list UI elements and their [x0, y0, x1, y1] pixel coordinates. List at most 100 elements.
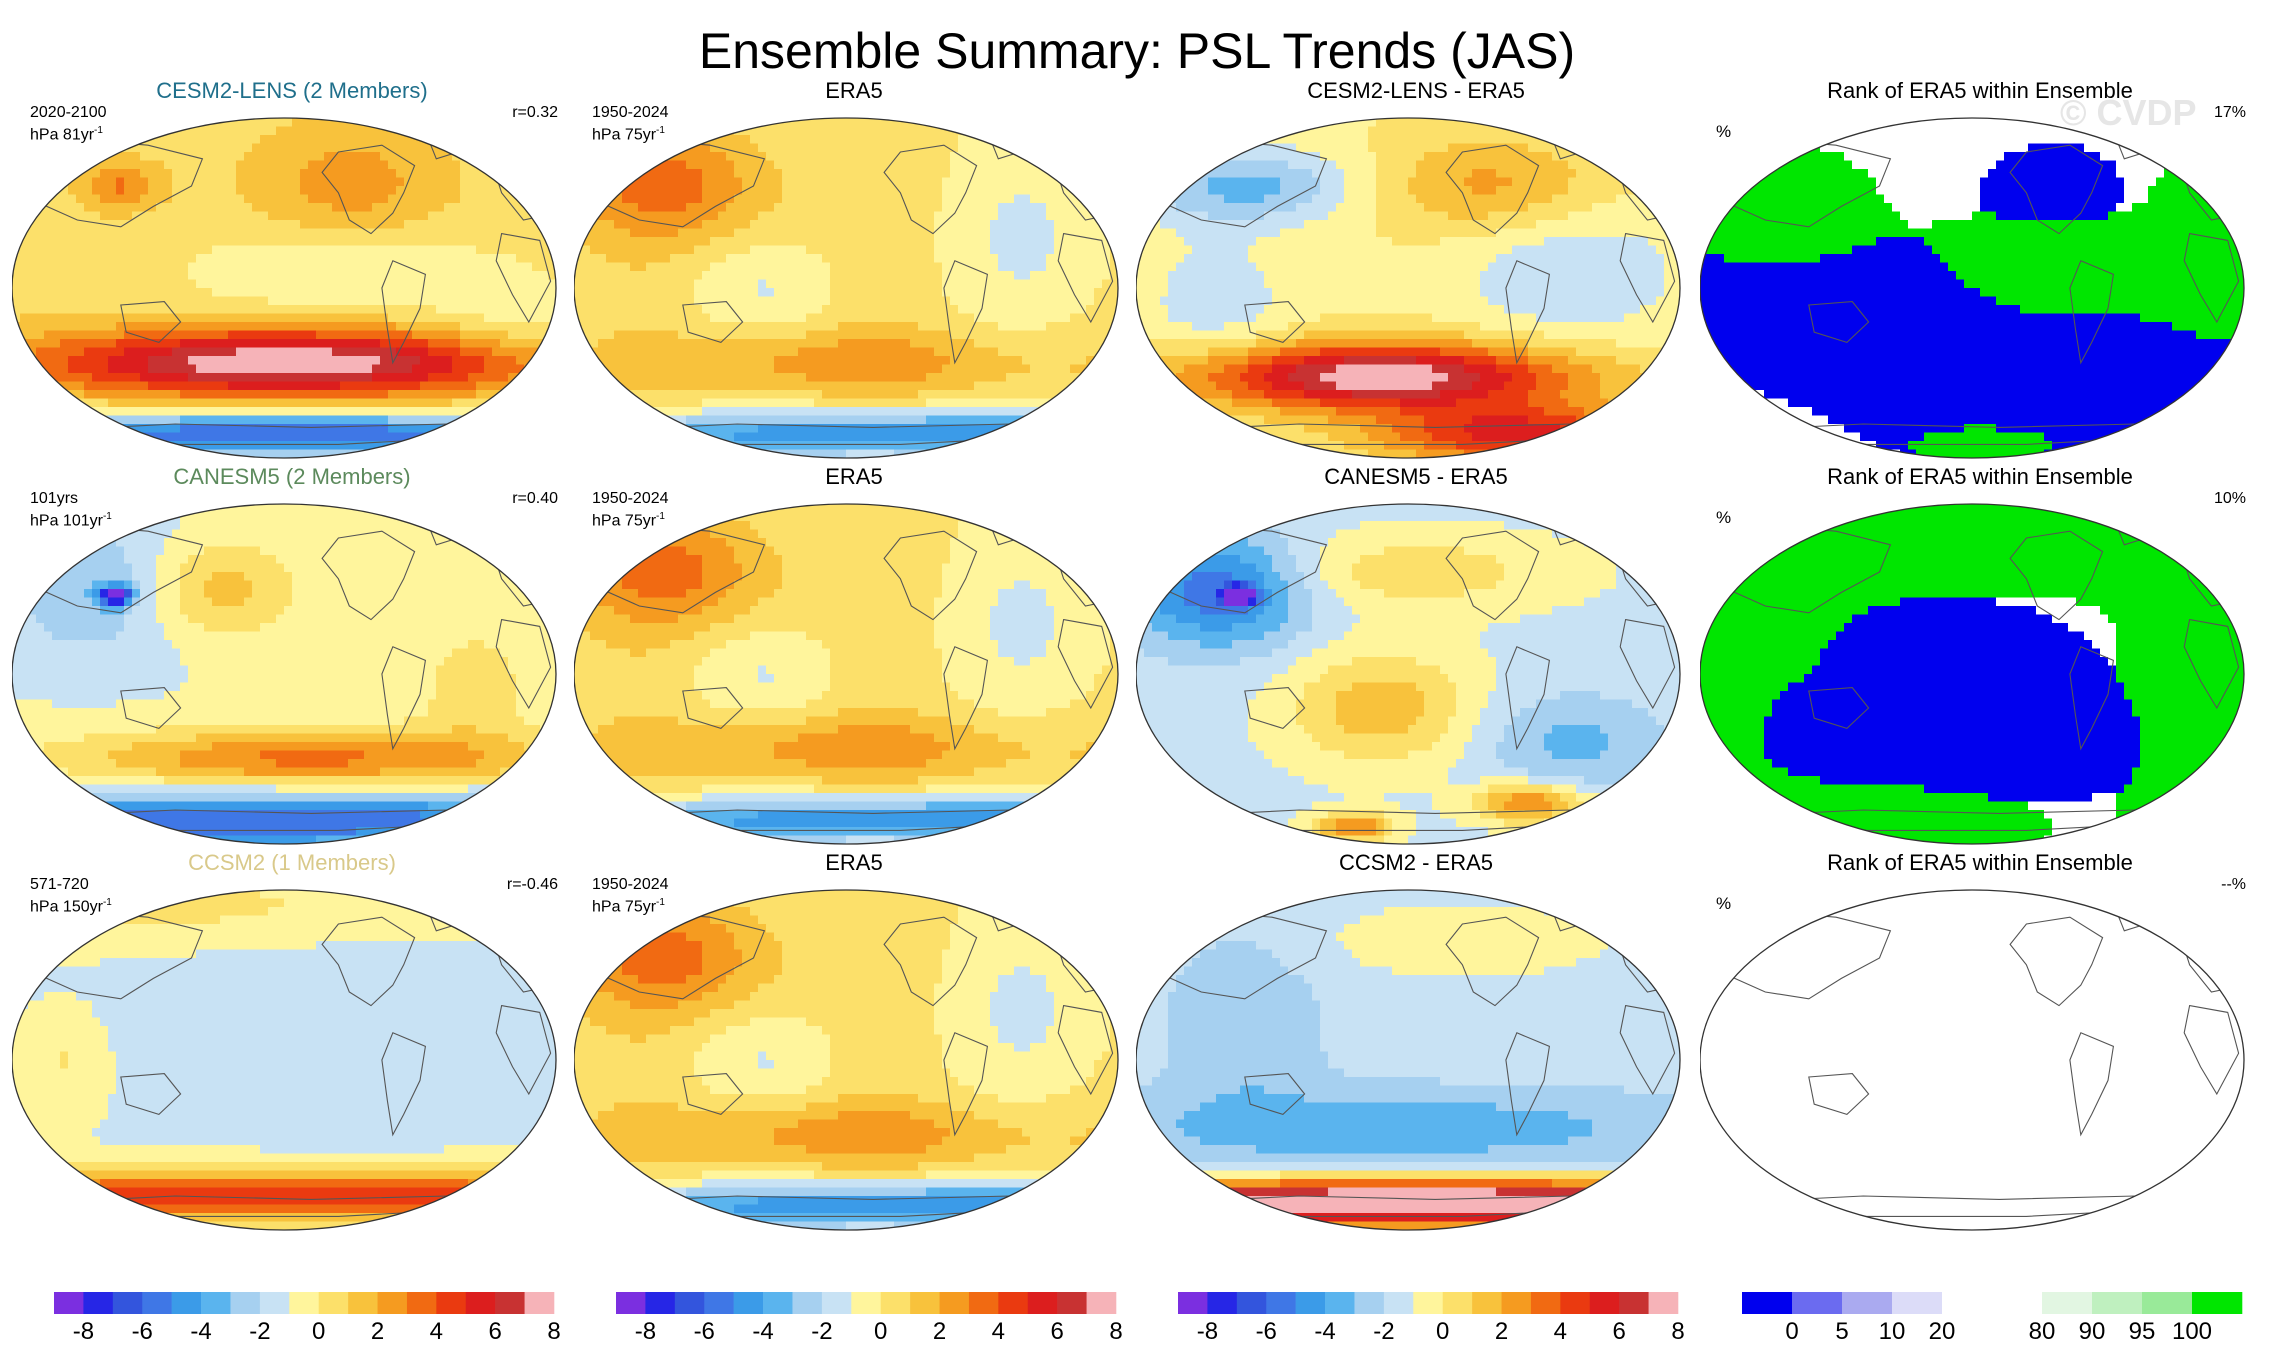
grid-cell — [838, 339, 847, 349]
grid-cell — [444, 364, 453, 374]
grid-cell — [662, 339, 671, 349]
grid-cell — [990, 390, 999, 400]
grid-cell — [52, 152, 61, 162]
grid-cell — [68, 356, 77, 366]
grid-cell — [260, 177, 269, 187]
grid-cell — [212, 432, 221, 442]
grid-cell — [670, 313, 679, 323]
grid-cell — [774, 322, 783, 332]
grid-cell — [412, 271, 421, 281]
grid-cell — [854, 347, 863, 357]
grid-cell — [1006, 237, 1015, 247]
grid-cell — [348, 364, 357, 374]
grid-cell — [108, 203, 117, 213]
grid-cell — [84, 330, 93, 340]
grid-cell — [524, 441, 533, 451]
grid-cell — [332, 381, 341, 391]
grid-cell — [1062, 356, 1071, 366]
grid-cell — [180, 211, 189, 221]
grid-cell — [380, 169, 389, 179]
grid-cell — [324, 177, 333, 187]
grid-cell — [236, 381, 245, 391]
grid-cell — [84, 373, 93, 383]
grid-cell — [1006, 271, 1015, 281]
grid-cell — [1022, 271, 1031, 281]
grid-cell — [532, 194, 541, 204]
grid-cell — [372, 143, 381, 153]
grid-cell — [484, 271, 493, 281]
grid-cell — [84, 390, 93, 400]
grid-cell — [524, 271, 533, 281]
grid-cell — [516, 169, 525, 179]
grid-cell — [52, 296, 61, 306]
grid-cell — [20, 398, 29, 408]
grid-cell — [1086, 373, 1095, 383]
grid-cell — [388, 330, 397, 340]
grid-cell — [582, 296, 591, 306]
grid-cell — [806, 211, 815, 221]
grid-cell — [244, 211, 253, 221]
grid-cell — [614, 262, 623, 272]
grid-cell — [734, 373, 743, 383]
grid-cell — [348, 245, 357, 255]
grid-cell — [76, 177, 85, 187]
grid-cell — [750, 237, 759, 247]
grid-cell — [726, 143, 735, 153]
grid-cell — [108, 228, 117, 238]
grid-cell — [68, 449, 77, 458]
grid-cell — [1006, 262, 1015, 272]
grid-cell — [974, 339, 983, 349]
grid-cell — [1102, 177, 1111, 187]
grid-cell — [750, 211, 759, 221]
grid-cell — [196, 381, 205, 391]
grid-cell — [36, 271, 45, 281]
grid-cell — [364, 441, 373, 451]
grid-cell — [1014, 364, 1023, 374]
grid-cell — [548, 169, 556, 179]
grid-cell — [316, 194, 325, 204]
grid-cell — [36, 143, 45, 153]
grid-cell — [798, 322, 807, 332]
grid-cell — [854, 169, 863, 179]
grid-cell — [854, 254, 863, 264]
grid-cell — [268, 305, 277, 315]
grid-cell — [894, 118, 903, 128]
grid-cell — [662, 177, 671, 187]
grid-cell — [164, 245, 173, 255]
grid-cell — [164, 262, 173, 272]
grid-cell — [260, 254, 269, 264]
grid-cell — [12, 220, 21, 230]
grid-cell — [364, 228, 373, 238]
grid-cell — [276, 279, 285, 289]
grid-cell — [790, 296, 799, 306]
grid-cell — [492, 322, 501, 332]
grid-cell — [646, 313, 655, 323]
grid-cell — [830, 203, 839, 213]
grid-cell — [20, 296, 29, 306]
grid-cell — [276, 152, 285, 162]
grid-cell — [734, 203, 743, 213]
grid-cell — [204, 194, 213, 204]
grid-cell — [452, 364, 461, 374]
grid-cell — [388, 339, 397, 349]
grid-cell — [180, 135, 189, 145]
grid-cell — [276, 118, 285, 128]
grid-cell — [1030, 203, 1039, 213]
grid-cell — [404, 186, 413, 196]
grid-cell — [1046, 347, 1055, 357]
grid-cell — [164, 364, 173, 374]
grid-cell — [1054, 211, 1063, 221]
grid-cell — [292, 135, 301, 145]
grid-cell — [1014, 228, 1023, 238]
grid-cell — [52, 245, 61, 255]
grid-cell — [974, 296, 983, 306]
grid-cell — [212, 194, 221, 204]
grid-cell — [950, 313, 959, 323]
grid-cell — [798, 186, 807, 196]
grid-cell — [220, 143, 229, 153]
grid-cell — [516, 449, 525, 458]
grid-cell — [364, 407, 373, 417]
grid-cell — [508, 177, 517, 187]
grid-cell — [244, 271, 253, 281]
grid-cell — [60, 228, 69, 238]
